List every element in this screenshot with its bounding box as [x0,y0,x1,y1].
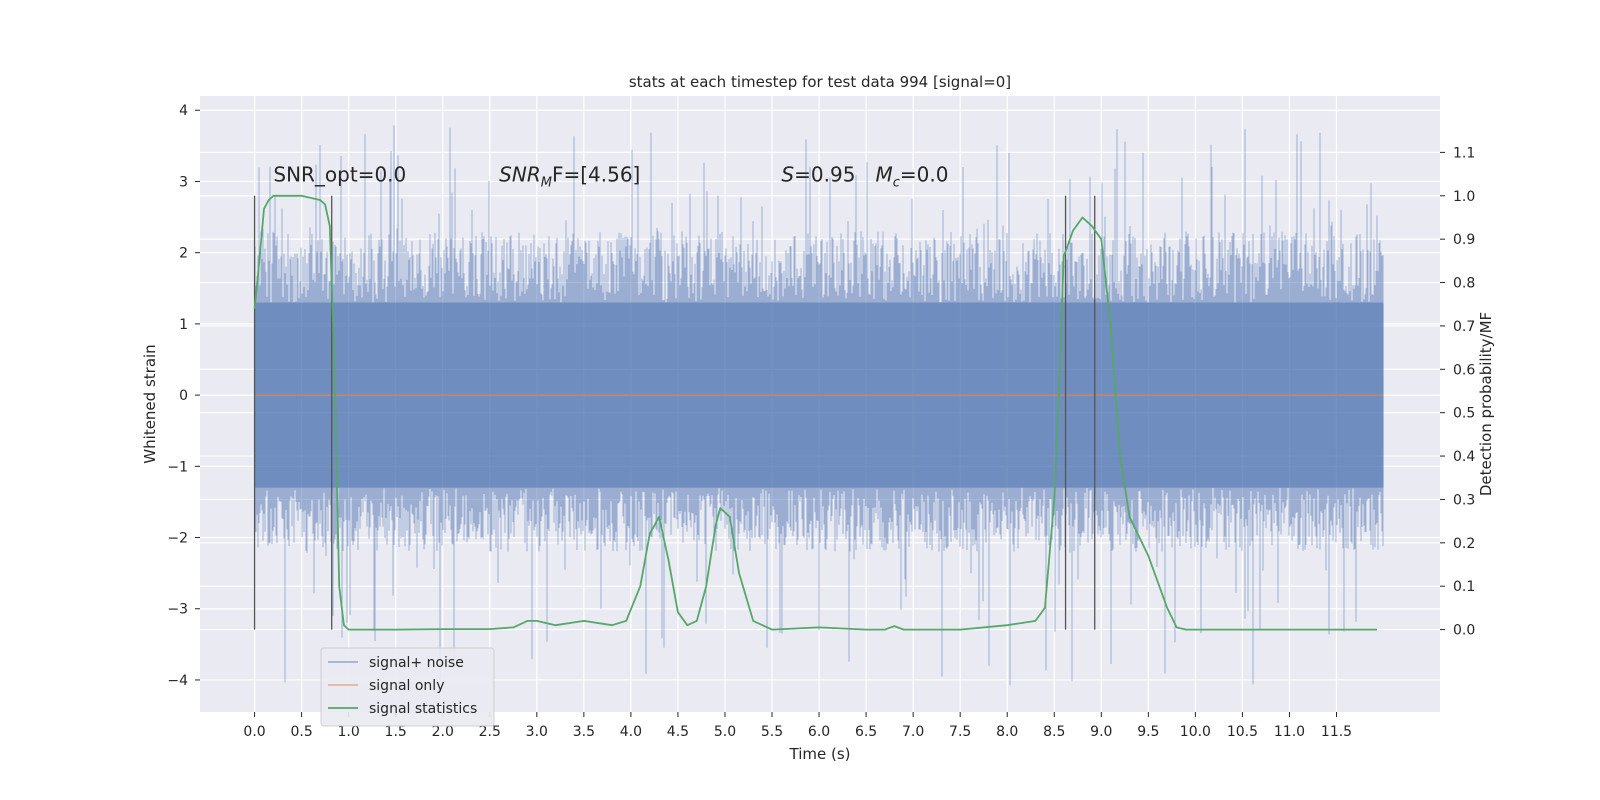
y-tick-label: 2 [179,246,188,262]
x-tick-label: 10.0 [1180,724,1211,740]
x-tick-label: 7.0 [902,724,924,740]
annotation-text: SNRMF=[4.56] [499,162,640,190]
annotation-text: Mc=0.0 [876,162,949,190]
legend-label-signal: signal only [369,678,444,694]
annotation-text: SNR_opt=0.0 [273,162,406,186]
y2-tick-label: 1.1 [1453,145,1475,161]
y2-tick-label: 0.7 [1453,319,1475,335]
y-tick-label: 4 [179,103,188,119]
y-tick-label: −1 [167,459,188,475]
axis-ticks: 0.0 0.5 1.0 1.5 2.0 2.5 3.0 3.5 4.0 4.5 5.0 5.5 6.0 6… [167,103,1475,740]
y-tick-label: −4 [167,673,188,689]
legend-box [320,647,495,727]
x-tick-label: 8.5 [1043,724,1065,740]
x-tick-label: 6.5 [855,724,877,740]
y-tick-label: −2 [167,531,188,547]
legend: signal+ noise signal only signal statist… [320,647,495,727]
x-tick-label: 3.0 [526,724,548,740]
x-tick-label: 11.5 [1321,724,1352,740]
y2-tick-label: 1.0 [1453,189,1475,205]
y-tick-label: 1 [179,317,188,333]
x-tick-label: 0.5 [290,724,312,740]
y-axis-label: Whitened strain [141,344,159,463]
x-tick-label: 9.5 [1137,724,1159,740]
y2-tick-label: 0.4 [1453,449,1475,465]
x-tick-label: 5.5 [761,724,783,740]
legend-label-noise: signal+ noise [369,655,464,671]
x-tick-label: 10.5 [1227,724,1258,740]
signal-statistics-line [253,194,1377,631]
x-tick-label: 1.5 [385,724,407,740]
y-tick-label: 3 [179,174,188,190]
y2-tick-label: 0.1 [1453,579,1475,595]
signal-statistics-series [253,194,1377,631]
x-tick-label: 0.0 [243,724,265,740]
y2-axis-label: Detection probability/MF [1477,312,1495,496]
y2-tick-label: 0.6 [1453,362,1475,378]
y2-tick-label: 0.2 [1453,536,1475,552]
y2-tick-label: 0.9 [1453,232,1475,248]
x-tick-label: 4.0 [620,724,642,740]
y2-tick-label: 0.8 [1453,276,1475,292]
chart-title: stats at each timestep for test data 994… [629,73,1011,91]
x-tick-label: 3.5 [573,724,595,740]
x-tick-label: 5.0 [714,724,736,740]
x-tick-label: 1.0 [338,724,360,740]
y2-tick-label: 0.5 [1453,406,1475,422]
y-tick-label: −3 [167,602,188,618]
y2-tick-label: 0.3 [1453,492,1475,508]
x-tick-label: 7.5 [949,724,971,740]
x-tick-label: 8.0 [996,724,1018,740]
x-axis-label: Time (s) [789,745,851,763]
x-tick-label: 4.5 [667,724,689,740]
annotations: SNR_opt=0.0 SNRMF=[4.56] S=0.95 Mc=0.0 [273,162,948,190]
x-tick-label: 11.0 [1274,724,1305,740]
legend-label-stats: signal statistics [369,701,477,717]
x-tick-label: 9.0 [1090,724,1112,740]
y-tick-label: 0 [179,388,188,404]
y2-tick-label: 0.0 [1453,623,1475,639]
x-tick-label: 2.5 [479,724,501,740]
x-tick-label: 6.0 [808,724,830,740]
x-tick-label: 2.0 [432,724,454,740]
annotation-text: S=0.95 [781,162,855,186]
